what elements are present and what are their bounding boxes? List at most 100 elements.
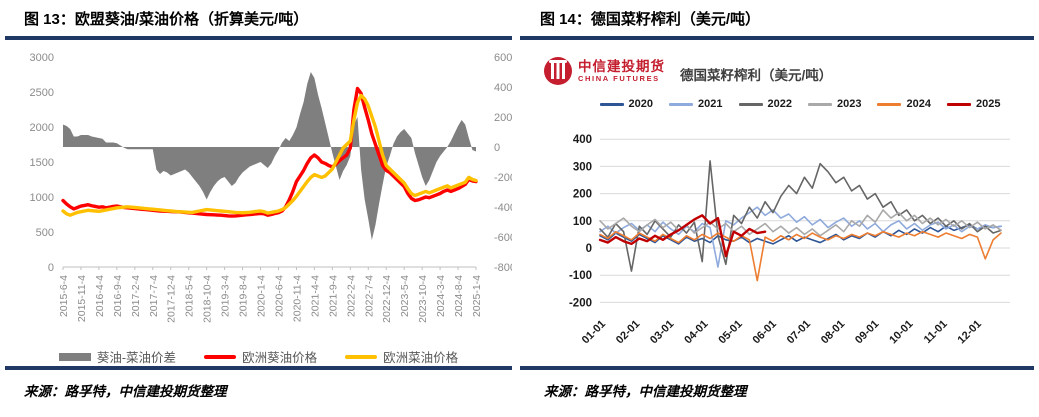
- figure-14-title-rule: [520, 36, 1034, 40]
- svg-text:-400: -400: [494, 202, 512, 214]
- legend-label: 欧洲葵油价格: [242, 351, 318, 365]
- legend-swatch: [877, 102, 902, 106]
- svg-text:-100: -100: [569, 270, 592, 282]
- svg-text:2023-5-4: 2023-5-4: [399, 275, 411, 317]
- svg-text:400: 400: [494, 82, 512, 94]
- svg-text:06-01: 06-01: [751, 318, 779, 346]
- svg-text:2018-5-4: 2018-5-4: [184, 275, 196, 317]
- svg-text:-200: -200: [569, 297, 592, 309]
- legend-swatch: [738, 102, 763, 106]
- svg-text:2016-9-4: 2016-9-4: [112, 275, 124, 317]
- svg-text:-600: -600: [494, 232, 512, 244]
- svg-text:100: 100: [573, 216, 592, 228]
- svg-text:2017-2-4: 2017-2-4: [130, 275, 142, 317]
- svg-text:2024-8-4: 2024-8-4: [453, 275, 465, 317]
- legend-label: 2025: [975, 98, 1001, 110]
- svg-text:01-01: 01-01: [580, 318, 608, 346]
- svg-text:10-01: 10-01: [887, 318, 915, 346]
- svg-text:2020-6-4: 2020-6-4: [273, 275, 285, 317]
- svg-text:2500: 2500: [30, 87, 54, 99]
- svg-text:03-01: 03-01: [648, 318, 676, 346]
- svg-text:2022-7-4: 2022-7-4: [363, 275, 375, 317]
- svg-text:500: 500: [36, 227, 54, 239]
- svg-text:2020-1-4: 2020-1-4: [256, 275, 268, 317]
- svg-text:07-01: 07-01: [785, 318, 813, 346]
- figure-13-title-rule: [5, 36, 512, 40]
- china-futures-logo: 中信建投期货 CHINA FUTURES: [544, 57, 665, 85]
- china-futures-logo-icon: [544, 57, 572, 85]
- figure-13-title: 图 13：欧盟葵油/菜油价格（折算美元/吨）: [24, 11, 309, 28]
- legend-label: 2020: [628, 98, 654, 110]
- legend-swatch: [345, 354, 378, 359]
- svg-text:600: 600: [494, 52, 512, 64]
- figure-13-bottom-rule: [5, 366, 512, 370]
- svg-text:400: 400: [573, 134, 592, 146]
- logo-text-cn: 中信建投期货: [578, 58, 665, 74]
- svg-text:05-01: 05-01: [716, 318, 744, 346]
- svg-text:2015-6-4: 2015-6-4: [58, 275, 70, 317]
- svg-text:1500: 1500: [30, 157, 54, 169]
- svg-text:02-01: 02-01: [614, 318, 642, 346]
- svg-text:2022-2-4: 2022-2-4: [345, 275, 357, 317]
- svg-text:-800: -800: [494, 262, 512, 274]
- figure-14-title: 图 14：德国菜籽榨利（美元/吨）: [540, 11, 761, 28]
- legend-item-2024: 2024: [877, 98, 931, 110]
- svg-text:08-01: 08-01: [819, 318, 847, 346]
- legend-label: 2022: [767, 98, 792, 110]
- svg-text:2024-3-4: 2024-3-4: [435, 275, 447, 317]
- svg-text:2020-11-4: 2020-11-4: [291, 275, 303, 322]
- svg-text:2000: 2000: [30, 122, 54, 134]
- svg-text:2023-10-4: 2023-10-4: [417, 275, 429, 323]
- figure-13-legend: 葵油-菜油价差 欧洲葵油价格 欧洲菜油价格: [5, 347, 512, 366]
- svg-text:12-01: 12-01: [956, 318, 984, 346]
- logo-text-en: CHINA FUTURES: [578, 73, 660, 83]
- crush-margin-chart: 400 300 200 100 0 -100 -200 01-01 02-01 03-01 04-0…: [520, 42, 1034, 362]
- svg-text:200: 200: [573, 189, 592, 201]
- svg-text:2016-4-4: 2016-4-4: [94, 275, 106, 317]
- svg-text:2019-3-4: 2019-3-4: [220, 275, 232, 317]
- svg-text:0: 0: [494, 142, 500, 154]
- figure-13-panel: 图 13：欧盟葵油/菜油价格（折算美元/吨） 3000 2500 2000 1500 1…: [5, 0, 517, 417]
- figure-14-bottom-rule: [520, 366, 1034, 370]
- legend-item-欧洲菜油价格: 欧洲菜油价格: [345, 347, 458, 366]
- legend-swatch: [669, 102, 694, 106]
- legend-label: 欧洲菜油价格: [383, 351, 459, 365]
- figure-13-source: 来源：路孚特，中信建投期货整理: [24, 384, 227, 399]
- crush-margin-chart-svg: 400 300 200 100 0 -100 -200 01-01 02-01 03-01 04-0…: [569, 134, 1010, 346]
- svg-text:2019-8-4: 2019-8-4: [238, 275, 250, 317]
- svg-text:0: 0: [48, 262, 54, 274]
- svg-text:200: 200: [494, 112, 512, 124]
- svg-text:2021-4-4: 2021-4-4: [309, 275, 321, 317]
- svg-text:2021-9-4: 2021-9-4: [327, 275, 339, 317]
- svg-text:09-01: 09-01: [853, 318, 881, 346]
- figure-14-panel: 图 14：德国菜籽榨利（美元/吨） 中信建投期货 CHINA FUTURES 德…: [520, 0, 1034, 417]
- legend-swatch: [204, 354, 237, 359]
- legend-swatch: [808, 102, 832, 106]
- figure-14-legend: 2020 2021 2022 2023 2024 2025: [580, 98, 1020, 110]
- svg-text:11-01: 11-01: [922, 318, 950, 346]
- legend-item-spread: 葵油-菜油价差: [58, 347, 177, 366]
- legend-swatch: [599, 102, 624, 106]
- legend-item-2025: 2025: [946, 98, 1001, 110]
- legend-label: 葵油-菜油价差: [96, 351, 177, 365]
- svg-text:300: 300: [573, 161, 592, 173]
- legend-swatch: [58, 352, 91, 361]
- legend-label: 2021: [698, 98, 723, 110]
- figure-14-source: 来源：路孚特，中信建投期货整理: [544, 384, 747, 399]
- svg-text:0: 0: [586, 243, 592, 255]
- svg-text:-200: -200: [494, 172, 512, 184]
- legend-item-2023: 2023: [808, 98, 861, 110]
- svg-text:04-01: 04-01: [682, 318, 710, 346]
- svg-text:2022-12-4: 2022-12-4: [381, 275, 393, 323]
- eu-oil-price-chart: 3000250020001500100050006004002000-200-4…: [5, 42, 517, 362]
- svg-text:1000: 1000: [30, 192, 54, 204]
- legend-item-2022: 2022: [738, 98, 792, 110]
- crush-margin-chart-title: 德国菜籽榨利（美元/吨）: [680, 68, 833, 83]
- svg-text:2025-1-4: 2025-1-4: [471, 275, 483, 317]
- legend-label: 2024: [906, 98, 931, 110]
- svg-text:2017-7-4: 2017-7-4: [148, 275, 160, 317]
- svg-text:2018-10-4: 2018-10-4: [202, 275, 214, 323]
- svg-text:2017-12-4: 2017-12-4: [166, 275, 178, 323]
- svg-text:2015-11-4: 2015-11-4: [76, 275, 88, 322]
